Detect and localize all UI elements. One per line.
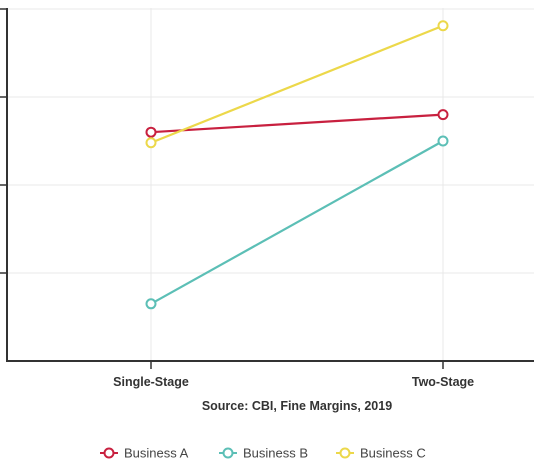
legend[interactable]: Business A Business B Business C: [100, 446, 426, 461]
series-business-b: [145, 135, 449, 310]
legend-marker-icon: [222, 447, 234, 459]
data-point[interactable]: [437, 135, 449, 147]
legend-item[interactable]: Business A: [100, 446, 189, 461]
grid: [7, 8, 534, 361]
legend-item[interactable]: Business B: [219, 446, 308, 461]
x-tick-label: Two-Stage: [412, 375, 474, 389]
y-ticks: [0, 8, 7, 274]
legend-marker-icon: [103, 447, 115, 459]
legend-label: Business B: [243, 446, 308, 461]
series-line: [150, 140, 444, 305]
legend-label: Business C: [360, 446, 426, 461]
data-point[interactable]: [145, 137, 157, 149]
x-tick-label: Single-Stage: [113, 375, 189, 389]
x-ticks: Single-Stage Two-Stage: [113, 361, 474, 389]
legend-item[interactable]: Business C: [336, 446, 426, 461]
legend-label: Business A: [124, 446, 189, 461]
data-point[interactable]: [145, 298, 157, 310]
legend-marker-icon: [339, 447, 351, 459]
data-point[interactable]: [437, 109, 449, 121]
data-point[interactable]: [437, 20, 449, 32]
series: [145, 20, 449, 310]
series-line: [150, 113, 444, 134]
series-line: [150, 24, 444, 144]
data-point[interactable]: [145, 126, 157, 138]
series-business-a: [145, 109, 449, 138]
series-business-c: [145, 20, 449, 149]
x-axis-title: Source: CBI, Fine Margins, 2019: [202, 399, 392, 413]
